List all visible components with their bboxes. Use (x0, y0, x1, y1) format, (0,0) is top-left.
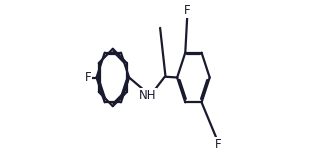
Text: NH: NH (139, 89, 156, 102)
Text: F: F (85, 71, 91, 84)
Text: F: F (215, 138, 222, 151)
Text: F: F (184, 4, 191, 17)
